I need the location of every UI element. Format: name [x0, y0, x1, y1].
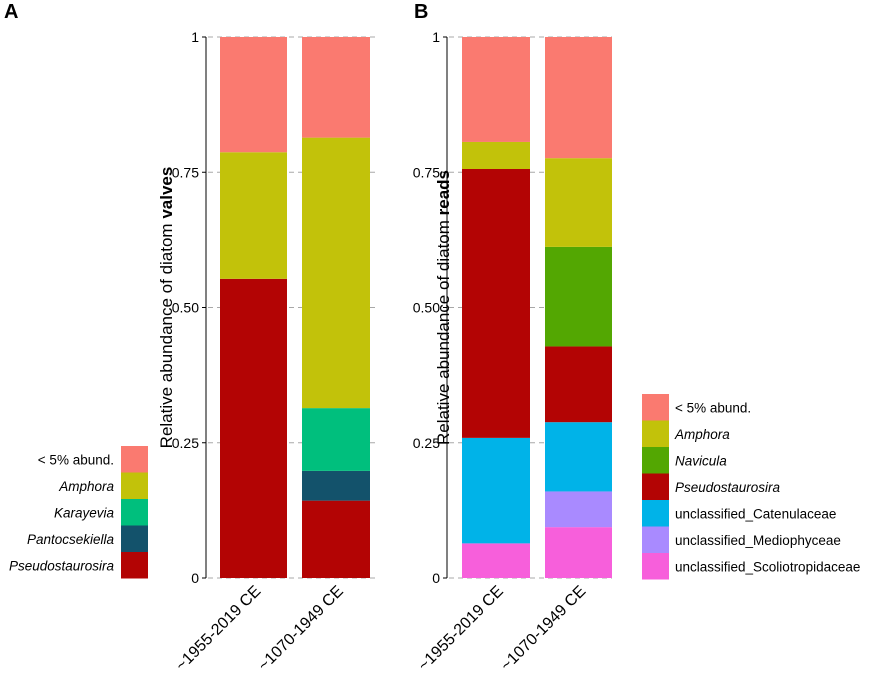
- panel-b-bar-1-5-abund: [462, 37, 530, 142]
- panel-a-category-label: ~1955-2019 CE: [173, 583, 265, 675]
- panel-a-legend-swatch-pantocsekiella: [121, 525, 148, 552]
- panel-a-category-label: ~1070-1949 CE: [255, 583, 347, 675]
- panel-a-legend-label-karayevia: Karayevia: [54, 505, 115, 520]
- panel-a-chart: ~1955-2019 CE~1070-1949 CE 0 0.25 0.50 0.75 1…: [9, 29, 378, 674]
- panel-a-bar-2-pseudostaurosira: [302, 500, 370, 578]
- panel-a-legend-label-5-abund: < 5% abund.: [38, 452, 114, 467]
- panel-a-legend-label-amphora: Amphora: [58, 479, 114, 494]
- panel-b-bar-1-pseudostaurosira: [462, 169, 530, 438]
- panel-b-legend-swatch-navicula: [642, 447, 669, 474]
- panel-b-bar-2-5-abund: [545, 37, 612, 159]
- panel-b-bar-1-unclassified-catenulaceae: [462, 437, 530, 544]
- panel-b-chart: ~1955-2019 CE~1070-1949 CE 0 0.25 0.50 0.75 1…: [413, 29, 861, 674]
- panel-b-y-tick-label: 0.50: [413, 300, 440, 316]
- panel-b-y-tick-label: 0.75: [413, 164, 440, 180]
- panel-a-legend-label-pantocsekiella: Pantocsekiella: [27, 532, 115, 547]
- panel-b-legend-label-unclassified-mediophyceae: unclassified_Mediophyceae: [675, 533, 841, 548]
- panel-b-bar-2-unclassified-mediophyceae: [545, 491, 612, 528]
- panel-b-legend-swatch-pseudostaurosira: [642, 473, 669, 500]
- panel-a-bar-1-5-abund: [220, 37, 287, 153]
- panel-b-legend-label-5-abund: < 5% abund.: [675, 400, 751, 415]
- panel-b-category-label: ~1955-2019 CE: [415, 583, 507, 675]
- panel-a-y-tick-label: 0.75: [172, 164, 199, 180]
- panel-a-legend-swatch-karayevia: [121, 499, 148, 526]
- panel-a-y-axis-title-bold: valves: [157, 167, 176, 219]
- panel-a-bar-1-pseudostaurosira: [220, 278, 287, 578]
- panel-b-legend-swatch-unclassified-scoliotropidaceae: [642, 553, 669, 580]
- panel-letter-b: B: [414, 1, 428, 23]
- panel-a-bar-1-amphora: [220, 152, 287, 279]
- panel-b-bar-2-amphora: [545, 158, 612, 247]
- panel-a-bar-2-pantocsekiella: [302, 470, 370, 501]
- panel-a-legend-swatch-5-abund: [121, 446, 148, 473]
- panel-b-y-tick-label: 0: [432, 570, 440, 586]
- panel-b-legend-swatch-amphora: [642, 420, 669, 447]
- panel-a-y-tick-label: 0: [191, 570, 199, 586]
- panel-a-y-axis-title-prefix: Relative abundance of diatom: [157, 219, 176, 449]
- panel-a-legend-swatch-pseudostaurosira: [121, 552, 148, 579]
- panel-b-legend-label-unclassified-catenulaceae: unclassified_Catenulaceae: [675, 506, 836, 521]
- panel-a-bar-2-5-abund: [302, 37, 370, 138]
- panel-a-y-axis-title: Relative abundance of diatom valves: [157, 167, 176, 449]
- panel-b-legend-swatch-unclassified-catenulaceae: [642, 500, 669, 527]
- panel-b-legend-label-pseudostaurosira: Pseudostaurosira: [675, 480, 781, 495]
- panel-b-bar-1-unclassified-scoliotropidaceae: [462, 543, 530, 578]
- panel-b-y-tick-label: 0.25: [413, 435, 440, 451]
- panel-b-y-axis-title: Relative abundance of diatom reads: [434, 170, 453, 445]
- panel-a-y-tick-label: 0.25: [172, 435, 199, 451]
- panel-a-legend-swatch-amphora: [121, 472, 148, 499]
- panel-b-bar-1-amphora: [462, 141, 530, 170]
- panel-b-bar-2-pseudostaurosira: [545, 346, 612, 423]
- panel-b-y-tick-label: 1: [432, 29, 440, 45]
- panel-a-bar-2-karayevia: [302, 408, 370, 471]
- panel-a-bar-2-amphora: [302, 137, 370, 409]
- panel-b-legend-label-unclassified-scoliotropidaceae: unclassified_Scoliotropidaceae: [675, 559, 860, 574]
- panel-b-legend-swatch-5-abund: [642, 394, 669, 421]
- panel-a-y-tick-label: 1: [191, 29, 199, 45]
- panel-b-category-label: ~1070-1949 CE: [498, 583, 590, 675]
- panel-b-y-axis-title-prefix: Relative abundance of diatom: [434, 215, 453, 445]
- panel-b-legend-swatch-unclassified-mediophyceae: [642, 526, 669, 553]
- panel-a-y-tick-label: 0.50: [172, 300, 199, 316]
- panel-b-bar-2-unclassified-catenulaceae: [545, 422, 612, 492]
- panel-b-bar-2-unclassified-scoliotropidaceae: [545, 527, 612, 578]
- panel-b-legend-label-amphora: Amphora: [674, 427, 730, 442]
- panel-a-legend-label-pseudostaurosira: Pseudostaurosira: [9, 558, 115, 573]
- panel-b-bar-2-navicula: [545, 246, 612, 347]
- panel-letter-a: A: [4, 1, 18, 23]
- panel-b-y-axis-title-bold: reads: [434, 170, 453, 215]
- panel-b-legend-label-navicula: Navicula: [675, 453, 727, 468]
